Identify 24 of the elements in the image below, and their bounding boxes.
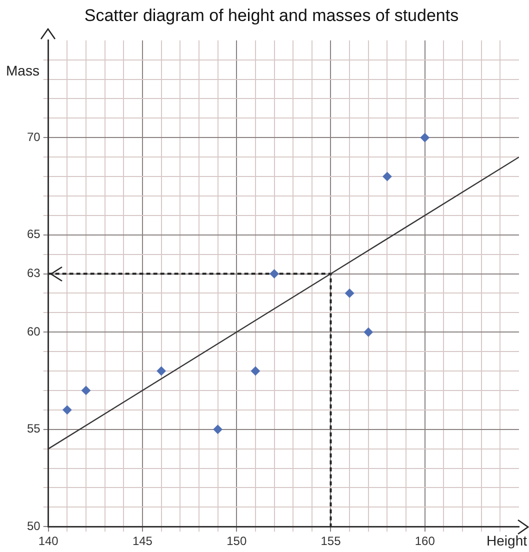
point [156, 366, 166, 376]
point [82, 386, 90, 395]
y-tick-label: 70 [26, 130, 41, 144]
point [345, 288, 354, 298]
y-tick-label: 65 [26, 227, 41, 242]
x-tick-label: 160 [414, 534, 436, 548]
y-tick-label: 55 [26, 422, 41, 436]
y-tick-label: 63 [26, 266, 41, 280]
x-tick-label: 150 [226, 534, 247, 548]
x-tick-label: 155 [320, 534, 342, 548]
point [382, 172, 392, 182]
point [270, 269, 279, 278]
y-tick-label: 50 [26, 518, 41, 533]
x-tick-label: 145 [132, 534, 153, 548]
point [420, 133, 430, 142]
chart-title: Scatter diagram of height and masses of students [84, 6, 459, 25]
x-axis-title: Height [486, 532, 528, 548]
point [250, 366, 260, 376]
point [213, 424, 222, 434]
x-tick-label: 140 [38, 534, 59, 548]
y-axis-title: Mass [6, 62, 40, 78]
point [62, 405, 72, 414]
point [364, 328, 373, 337]
y-tick-label: 60 [26, 324, 41, 338]
